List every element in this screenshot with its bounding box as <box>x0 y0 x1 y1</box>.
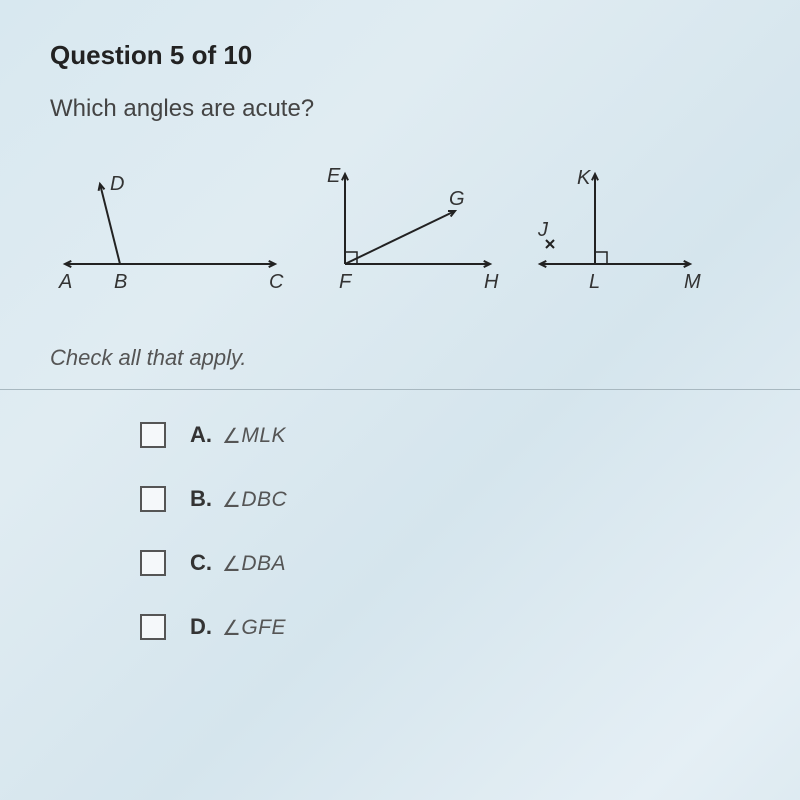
svg-text:M: M <box>684 271 701 293</box>
option-letter: A. <box>190 422 212 448</box>
option-angle-text: ∠DBC <box>222 487 287 512</box>
svg-text:K: K <box>577 167 592 189</box>
question-prompt: Which angles are acute? <box>50 95 750 123</box>
svg-text:F: F <box>339 271 353 293</box>
svg-text:C: C <box>269 271 284 293</box>
check-all-instruction: Check all that apply. <box>50 345 750 371</box>
checkbox-mlk[interactable] <box>140 422 166 448</box>
checkbox-dba[interactable] <box>140 550 166 576</box>
option-letter: C. <box>190 550 212 576</box>
geometry-diagram: ABCDEFGHKLMJ <box>50 159 690 309</box>
svg-text:B: B <box>114 271 127 293</box>
svg-text:H: H <box>484 271 499 293</box>
svg-text:G: G <box>449 188 465 210</box>
section-divider <box>0 389 800 390</box>
option-letter: D. <box>190 614 212 640</box>
option-row-gfe: D. ∠GFE <box>140 614 750 640</box>
option-letter: B. <box>190 486 212 512</box>
option-row-mlk: A. ∠MLK <box>140 422 750 448</box>
svg-text:A: A <box>58 271 72 293</box>
option-angle-text: ∠DBA <box>222 551 286 576</box>
svg-text:D: D <box>110 173 124 195</box>
option-angle-text: ∠GFE <box>222 615 286 640</box>
svg-text:L: L <box>589 271 600 293</box>
checkbox-gfe[interactable] <box>140 614 166 640</box>
svg-text:J: J <box>537 219 549 241</box>
checkbox-dbc[interactable] <box>140 486 166 512</box>
svg-text:E: E <box>327 165 341 187</box>
question-number: Question 5 of 10 <box>50 40 750 71</box>
option-row-dbc: B. ∠DBC <box>140 486 750 512</box>
option-row-dba: C. ∠DBA <box>140 550 750 576</box>
option-angle-text: ∠MLK <box>222 423 286 448</box>
